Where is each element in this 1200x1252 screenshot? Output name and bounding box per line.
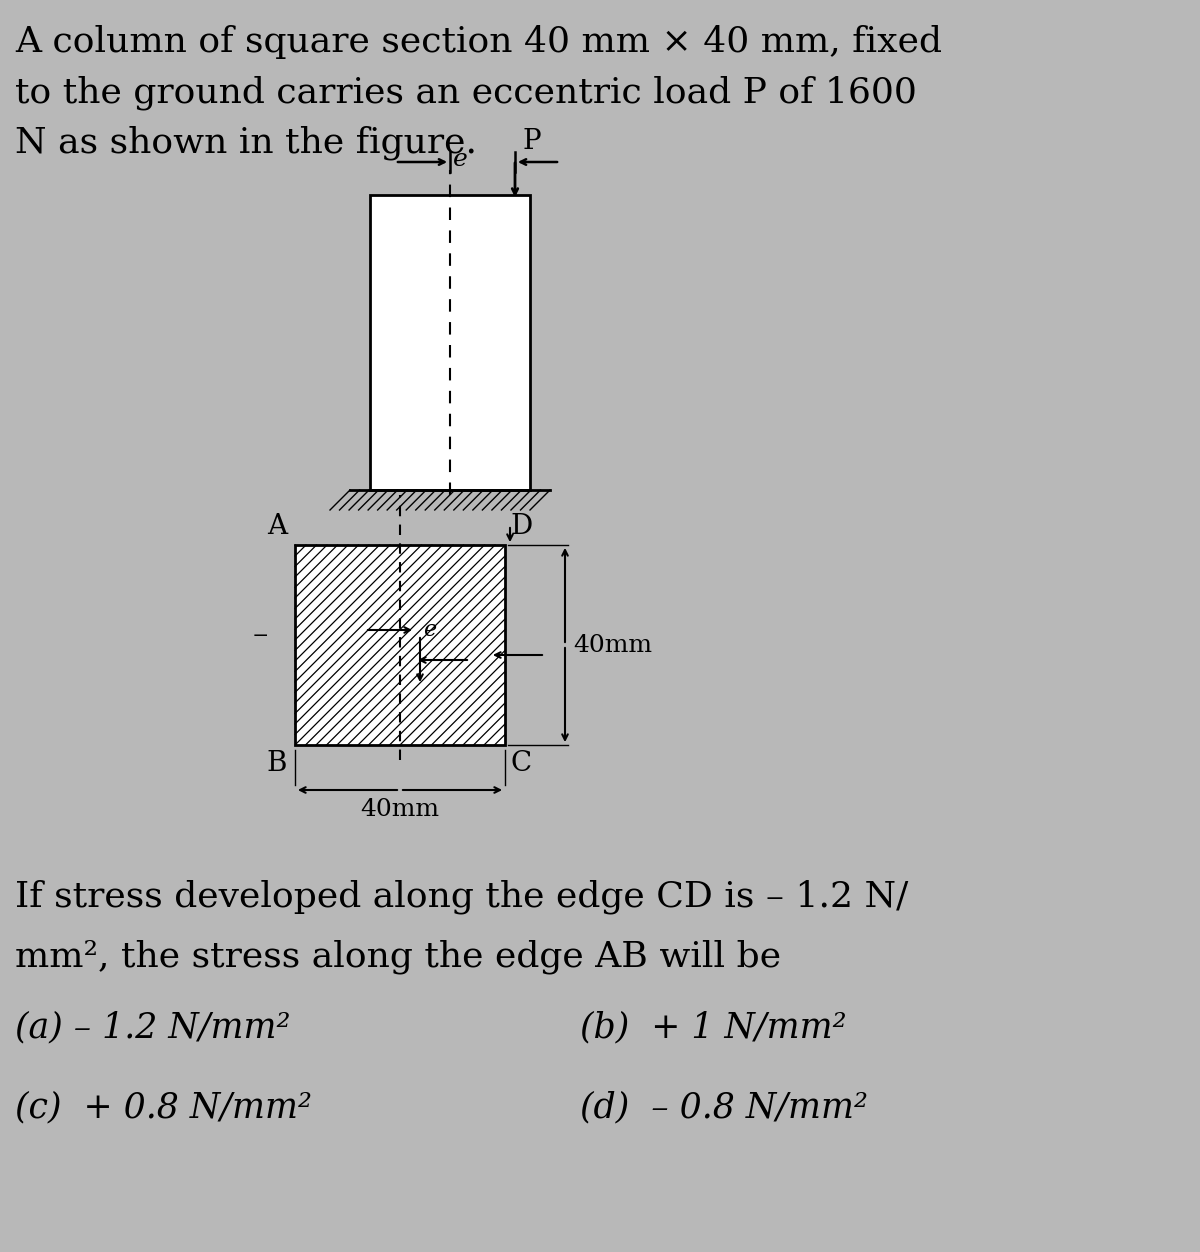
Text: P: P [523,128,541,155]
Text: N as shown in the figure.: N as shown in the figure. [14,125,478,159]
Text: If stress developed along the edge CD is – 1.2 N/: If stress developed along the edge CD is… [14,880,908,914]
Text: C: C [510,750,532,777]
Text: B: B [266,750,287,777]
Text: (c)  + 0.8 N/mm²: (c) + 0.8 N/mm² [14,1090,312,1124]
Text: 40mm: 40mm [574,634,652,656]
Text: mm², the stress along the edge AB will be: mm², the stress along the edge AB will b… [14,940,781,974]
Bar [370,195,530,490]
Text: e: e [454,149,468,172]
Text: to the ground carries an eccentric load P of 1600: to the ground carries an eccentric load … [14,75,917,109]
Bar [295,545,505,745]
Text: e: e [424,618,436,641]
Text: A: A [266,513,287,540]
Text: (b)  + 1 N/mm²: (b) + 1 N/mm² [580,1010,846,1044]
Text: D: D [510,513,533,540]
Text: (d)  – 0.8 N/mm²: (d) – 0.8 N/mm² [580,1090,868,1124]
Text: –: – [252,620,268,651]
Text: A column of square section 40 mm × 40 mm, fixed: A column of square section 40 mm × 40 mm… [14,25,942,59]
Text: (a) – 1.2 N/mm²: (a) – 1.2 N/mm² [14,1010,290,1044]
Text: 40mm: 40mm [360,798,439,821]
